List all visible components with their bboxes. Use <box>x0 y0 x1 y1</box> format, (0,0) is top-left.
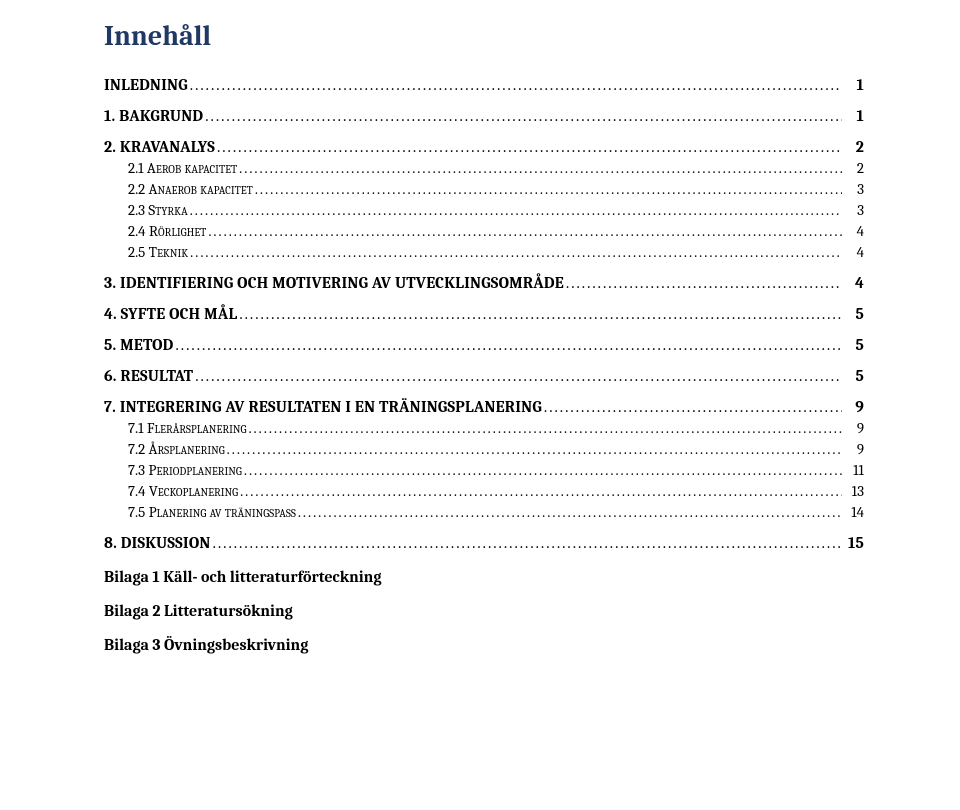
appendix-list: Bilaga 1 Käll- och litteraturförteckning… <box>104 568 864 654</box>
toc-entry-page: 9 <box>844 419 864 437</box>
appendix-item: Bilaga 1 Käll- och litteraturförteckning <box>104 568 864 586</box>
toc-entry-label: 7.1 Flerårsplanering <box>128 419 246 437</box>
toc-entry-label: 7.5 Planering av träningspass <box>128 503 296 521</box>
toc-entry-page: 5 <box>844 367 864 385</box>
toc-entry-label: 4. SYFTE OCH MÅL <box>104 305 237 323</box>
toc-entry-label: 7. INTEGRERING AV RESULTATEN I EN TRÄNIN… <box>104 398 542 416</box>
toc-entry-page: 9 <box>844 398 864 416</box>
toc-leader-dots <box>190 76 842 94</box>
toc-entry: 2.1 Aerob kapacitet 2 <box>104 159 864 177</box>
toc-entry: 2.2 Anaerob kapacitet 3 <box>104 180 864 198</box>
toc-entry-label: 7.3 Periodplanering <box>128 461 242 479</box>
toc-entry: 7.3 Periodplanering 11 <box>104 461 864 479</box>
toc-entry: 8. DISKUSSION 15 <box>104 534 864 552</box>
toc-entry-page: 5 <box>844 305 864 323</box>
toc-entry: INLEDNING 1 <box>104 76 864 94</box>
toc-entry-label: 8. DISKUSSION <box>104 534 211 552</box>
toc-entry-label: 2.5 Teknik <box>128 243 188 261</box>
toc-entry-page: 2 <box>844 159 864 177</box>
toc-leader-dots <box>566 274 842 292</box>
toc-entry: 7. INTEGRERING AV RESULTATEN I EN TRÄNIN… <box>104 398 864 416</box>
toc-entry-page: 4 <box>844 243 864 261</box>
toc-entry-label: 2.4 Rörlighet <box>128 222 206 240</box>
toc-entry-page: 3 <box>844 201 864 219</box>
toc-leader-dots <box>195 367 842 385</box>
toc-leader-dots <box>244 461 842 479</box>
toc-entry: 6. RESULTAT 5 <box>104 367 864 385</box>
toc-leader-dots <box>208 222 842 240</box>
toc-entry-page: 15 <box>844 534 864 552</box>
toc-entry-page: 4 <box>844 274 864 292</box>
toc-entry-label: 6. RESULTAT <box>104 367 193 385</box>
toc-leader-dots <box>298 503 842 521</box>
toc-entry-label: 5. METOD <box>104 336 174 354</box>
appendix-item: Bilaga 2 Litteratursökning <box>104 602 864 620</box>
toc-leader-dots <box>227 440 842 458</box>
table-of-contents: INLEDNING11. BAKGRUND12. KRAVANALYS22.1 … <box>104 76 864 552</box>
toc-entry-page: 3 <box>844 180 864 198</box>
toc-leader-dots <box>239 159 842 177</box>
toc-entry: 5. METOD 5 <box>104 336 864 354</box>
toc-entry: 1. BAKGRUND 1 <box>104 107 864 125</box>
toc-entry: 3. IDENTIFIERING OCH MOTIVERING AV UTVEC… <box>104 274 864 292</box>
toc-entry-label: 1. BAKGRUND <box>104 107 203 125</box>
toc-leader-dots <box>190 201 842 219</box>
toc-entry: 2.5 Teknik 4 <box>104 243 864 261</box>
page-title: Innehåll <box>104 20 864 52</box>
toc-entry-page: 9 <box>844 440 864 458</box>
toc-entry-label: 3. IDENTIFIERING OCH MOTIVERING AV UTVEC… <box>104 274 564 292</box>
toc-entry: 7.4 Veckoplanering 13 <box>104 482 864 500</box>
toc-entry: 7.2 Årsplanering 9 <box>104 440 864 458</box>
toc-entry-label: 7.4 Veckoplanering <box>128 482 238 500</box>
toc-entry-page: 11 <box>844 461 864 479</box>
toc-leader-dots <box>240 482 842 500</box>
toc-leader-dots <box>248 419 842 437</box>
toc-entry-page: 1 <box>844 76 864 94</box>
toc-entry-label: INLEDNING <box>104 76 188 94</box>
toc-entry-label: 2.2 Anaerob kapacitet <box>128 180 253 198</box>
toc-leader-dots <box>217 138 842 156</box>
toc-leader-dots <box>213 534 842 552</box>
toc-leader-dots <box>190 243 842 261</box>
toc-entry: 7.5 Planering av träningspass 14 <box>104 503 864 521</box>
appendix-item: Bilaga 3 Övningsbeskrivning <box>104 636 864 654</box>
toc-entry-page: 4 <box>844 222 864 240</box>
toc-entry-page: 14 <box>844 503 864 521</box>
toc-entry-label: 2.3 Styrka <box>128 201 188 219</box>
toc-entry-page: 2 <box>844 138 864 156</box>
toc-leader-dots <box>176 336 842 354</box>
toc-entry-page: 1 <box>844 107 864 125</box>
toc-leader-dots <box>255 180 842 198</box>
toc-entry: 2.4 Rörlighet 4 <box>104 222 864 240</box>
toc-entry-page: 5 <box>844 336 864 354</box>
toc-entry: 4. SYFTE OCH MÅL 5 <box>104 305 864 323</box>
toc-entry-label: 2. KRAVANALYS <box>104 138 215 156</box>
toc-leader-dots <box>205 107 842 125</box>
toc-entry-label: 2.1 Aerob kapacitet <box>128 159 237 177</box>
toc-entry: 2. KRAVANALYS 2 <box>104 138 864 156</box>
document-page: Innehåll INLEDNING 1 1. BAKGRUND 1 2. KRAVAN… <box>0 0 960 676</box>
toc-entry: 2.3 Styrka 3 <box>104 201 864 219</box>
toc-leader-dots <box>544 398 842 416</box>
toc-entry: 7.1 Flerårsplanering 9 <box>104 419 864 437</box>
toc-entry-page: 13 <box>844 482 864 500</box>
toc-entry-label: 7.2 Årsplanering <box>128 440 225 458</box>
toc-leader-dots <box>239 305 842 323</box>
